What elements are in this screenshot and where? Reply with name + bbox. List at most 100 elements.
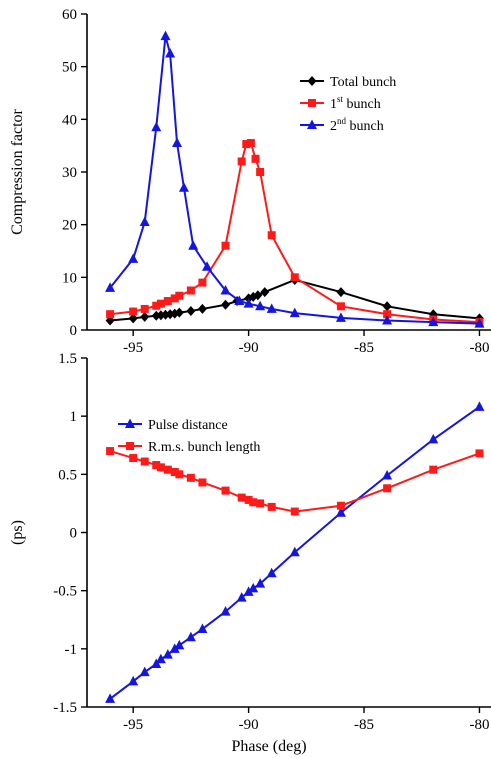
panel-1-series-3-point xyxy=(128,253,139,263)
panel-2-y-tick-label: -1 xyxy=(65,642,78,658)
panel-1-series-3-point xyxy=(105,282,116,292)
panel-1-series-3-point xyxy=(165,48,176,58)
panel-2-x-tick-label: -90 xyxy=(239,717,259,733)
panel-2-series-2 xyxy=(106,447,484,516)
panel-1-series-2-point xyxy=(129,307,138,316)
panel-2-x-tick-label: -95 xyxy=(123,717,143,733)
panel-2-series-1-point xyxy=(169,643,180,653)
panel-2-legend-label: Pulse distance xyxy=(148,418,228,433)
panel-1-x-tick-label: -85 xyxy=(354,340,374,356)
panel-2-x-axis-title: Phase (deg) xyxy=(231,738,306,755)
panel-1-series-2-point xyxy=(267,231,276,240)
panel-2-series-1-point xyxy=(139,666,150,677)
panel-2-series-1-point xyxy=(255,578,266,588)
panel-1-legend-label: 2nd bunch xyxy=(330,116,384,134)
panel-1-series-1-point xyxy=(128,313,138,324)
panel-1-y-tick-label: 60 xyxy=(62,7,77,23)
panel-2-series-2-point xyxy=(163,465,172,474)
panel-1-y-tick-label: 30 xyxy=(62,165,77,181)
panel-2-series-1 xyxy=(105,401,485,703)
panel-1-legend-label: 1st bunch xyxy=(330,94,381,112)
panel-1-series-3-point xyxy=(139,216,150,227)
panel-1-x-tick-label: -80 xyxy=(469,340,489,356)
panel-2-y-tick-label: 1 xyxy=(70,409,78,425)
panel-1-series-2-point xyxy=(163,297,172,306)
panel-1-series-2-point xyxy=(175,291,184,300)
panel-2-series-1-point xyxy=(428,433,439,444)
panel-1-series-1-point xyxy=(260,287,270,298)
panel-2-series-2-point xyxy=(170,468,179,477)
panel-1-y-tick-label: 50 xyxy=(62,60,77,76)
panel-2-series-2-point xyxy=(244,495,253,504)
panel-2-legend-marker xyxy=(126,442,134,450)
panel-2-series-2-point xyxy=(186,473,195,482)
panel-2-series-2-point xyxy=(221,486,230,495)
panel-2-series-2-point xyxy=(152,461,161,470)
panel-2-series-2-point xyxy=(237,493,246,502)
panel-1-series-3-point xyxy=(289,307,300,318)
panel-2-series-2-point xyxy=(475,449,484,458)
panel-1-series-3-point xyxy=(382,315,393,325)
panel-2-series-1-point xyxy=(162,649,173,659)
panel-2-chart: -1.5 -1 -0.5 0 0.5 1 1.5 -95 -90 -85 -80 (ps) Phase … xyxy=(9,351,491,755)
panel-1-series-1-point xyxy=(174,307,184,318)
panel-2-series-1-point xyxy=(155,653,166,664)
panel-1-series-1-point xyxy=(197,303,207,314)
panel-2-series-2-point xyxy=(175,470,184,479)
panel-1-series-1-point xyxy=(140,311,150,322)
panel-1-series-1-point xyxy=(221,299,231,310)
panel-2-series-2-point xyxy=(256,499,265,508)
panel-1-series-2-point xyxy=(246,139,255,148)
panel-2-series-2-point xyxy=(383,484,392,493)
panel-1-series-2-point xyxy=(221,241,230,250)
panel-1-series-3-point xyxy=(266,303,277,313)
panel-1-series-3-point xyxy=(151,121,162,132)
panel-2-series-1-point xyxy=(243,586,254,596)
panel-1-series-3-point xyxy=(428,316,439,327)
panel-1-series-3-point xyxy=(220,285,231,295)
panel-1-series-2-point xyxy=(336,302,345,311)
panel-2-series-1-point xyxy=(236,592,247,602)
panel-1-series-3-point xyxy=(474,318,485,328)
panel-1-series-2 xyxy=(106,139,484,327)
panel-2-series-2-point xyxy=(140,457,149,466)
panel-2-x-tick-label: -80 xyxy=(469,717,489,733)
panel-2-series-2-line xyxy=(109,450,480,513)
panel-1-y-tick-label: 40 xyxy=(62,112,77,128)
panel-1-series-2-point xyxy=(237,157,246,166)
panel-1-series-2-point xyxy=(170,294,179,303)
panel-2-y-axis-title: (ps) xyxy=(9,520,26,545)
panel-1-y-tick-label: 20 xyxy=(62,218,77,234)
panel-2-series-2-point xyxy=(336,501,345,510)
panel-1-series-2-point xyxy=(106,310,115,319)
panel-1-legend-marker xyxy=(308,99,316,107)
panel-1-series-2-point xyxy=(186,286,195,295)
panel-1-series-3-line xyxy=(109,35,480,325)
panel-1-series-3-point xyxy=(172,137,183,148)
panel-1-series-1-point xyxy=(336,287,346,298)
panel-1-x-tick-label: -95 xyxy=(123,340,143,356)
panel-2-series-2-point xyxy=(429,465,438,474)
panel-2-series-2-point xyxy=(249,498,258,507)
panel-1-series-1-point xyxy=(186,306,196,317)
panel-1-series-2-point xyxy=(383,310,392,319)
panel-2-series-1-point xyxy=(248,582,259,593)
panel-2-series-2-point xyxy=(106,447,115,456)
panel-1-series-3-point xyxy=(202,261,213,271)
panel-2-series-2-point xyxy=(290,507,299,516)
panel-1-series-3-point xyxy=(255,300,266,311)
panel-1-series-2-point xyxy=(156,299,165,308)
panel-2-series-2-point xyxy=(267,502,276,511)
panel-2-y-tick-label: -0.5 xyxy=(53,584,77,600)
panel-1-series-3-point xyxy=(234,295,245,306)
panel-2-series-1-point xyxy=(289,546,300,557)
panel-1-series-2-point xyxy=(152,301,161,310)
panel-1-series-2-point xyxy=(198,278,207,287)
panel-1-legend-marker xyxy=(307,119,317,129)
panel-2-series-1-point xyxy=(335,507,346,517)
panel-1-legend-marker xyxy=(307,76,317,86)
panel-2-y-tick-label: -1.5 xyxy=(53,700,77,716)
panel-2-series-1-point xyxy=(185,631,196,642)
panel-2-series-1-point xyxy=(197,623,208,634)
